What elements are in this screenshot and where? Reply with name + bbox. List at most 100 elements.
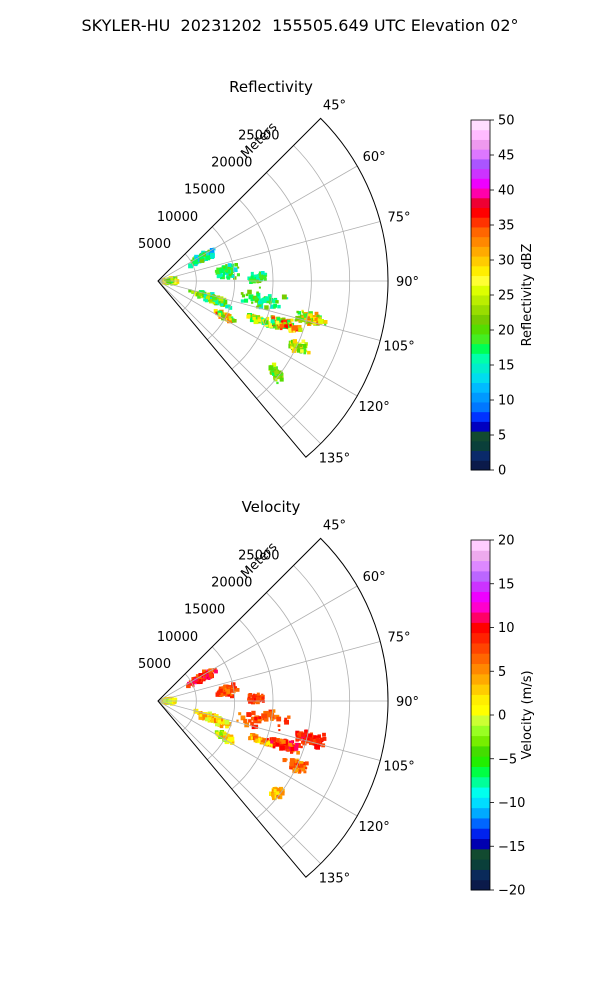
- echo-cell: [201, 291, 205, 294]
- echo-cell: [261, 738, 267, 743]
- colorbar-swatch: [471, 139, 490, 150]
- echo-cell: [270, 304, 275, 309]
- colorbar-label: Reflectivity dBZ: [520, 244, 535, 347]
- echo-cell: [281, 294, 287, 300]
- colorbar-swatch: [471, 632, 490, 644]
- echo-cell: [208, 252, 211, 256]
- echo-cell: [228, 306, 233, 310]
- echo-cell: [206, 252, 209, 256]
- echo-cell: [298, 761, 304, 766]
- echo-cell: [259, 276, 263, 280]
- echo-cell: [290, 767, 293, 770]
- azimuth-gridline: [157, 700, 358, 817]
- echo-cell: [236, 273, 240, 277]
- echo-cell: [277, 375, 281, 380]
- colorbar-swatch: [471, 817, 490, 829]
- echo-cell: [245, 293, 249, 297]
- echo-cell: [276, 716, 282, 722]
- echo-cell: [253, 319, 259, 325]
- echo-cell: [221, 686, 225, 690]
- colorbar-swatch: [471, 401, 490, 413]
- colorbar-swatch: [471, 622, 490, 634]
- echo-cell: [240, 715, 246, 721]
- colorbar-swatch: [471, 372, 490, 383]
- colorbar-swatch: [471, 226, 490, 238]
- echo-cell: [233, 319, 237, 323]
- echo-cell: [216, 274, 221, 279]
- colorbar-swatch: [471, 725, 490, 737]
- echo-cell: [255, 719, 258, 722]
- echo-cell: [253, 736, 258, 741]
- echo-cell: [258, 716, 262, 720]
- echo-cell: [169, 278, 173, 282]
- echo-cell: [250, 298, 254, 302]
- echo-cell: [301, 311, 304, 314]
- echo-cell: [269, 711, 272, 714]
- echo-cell: [284, 719, 289, 725]
- echo-cell: [304, 342, 308, 346]
- colorbar-swatch: [471, 684, 490, 695]
- chart-panel-0: Reflectivity45°60°75°90°105°120°135°5000…: [138, 78, 535, 479]
- range-ring-gridline: [182, 673, 197, 731]
- echo-cell: [192, 680, 196, 684]
- echo-cell: [316, 740, 320, 744]
- echo-cell: [272, 789, 275, 792]
- echo-cell: [228, 267, 233, 273]
- colorbar-swatch: [471, 766, 490, 778]
- echo-cell: [280, 745, 285, 751]
- echo-cell: [308, 733, 313, 738]
- echo-cell: [289, 761, 294, 767]
- echo-cell: [299, 344, 302, 348]
- figure-title: SKYLER-HU 20231202 155505.649 UTC Elevat…: [81, 16, 519, 35]
- echo-cell: [315, 737, 320, 742]
- echo-cell: [263, 275, 267, 280]
- echo-cell: [199, 258, 205, 263]
- echo-cell: [295, 742, 299, 747]
- echo-cell: [270, 319, 275, 324]
- colorbar-swatch: [471, 207, 490, 218]
- echo-cell: [283, 740, 288, 745]
- echo-cell: [222, 277, 225, 279]
- echo-cell: [194, 677, 198, 682]
- echo-cell: [248, 719, 252, 723]
- echo-cell: [276, 381, 279, 385]
- echo-cell: [304, 761, 309, 766]
- echo-cell: [191, 290, 195, 294]
- range-ring-gridline: [207, 226, 235, 341]
- echo-cell: [254, 724, 259, 729]
- echo-cell: [267, 294, 272, 298]
- colorbar-swatch: [471, 324, 490, 335]
- colorbar-swatch: [471, 197, 490, 208]
- echo-cell: [197, 295, 201, 299]
- echo-cell: [290, 750, 293, 754]
- echo-cell: [300, 349, 304, 353]
- echo-cell: [300, 316, 304, 321]
- echo-cell: [284, 324, 288, 328]
- colorbar-swatch: [471, 353, 490, 364]
- colorbar-swatch: [471, 612, 490, 623]
- echo-cell: [207, 677, 211, 680]
- echo-cell: [255, 699, 260, 705]
- range-ring-gridline: [207, 646, 235, 761]
- colorbar-swatch: [471, 188, 490, 199]
- echo-cell: [265, 316, 270, 321]
- angle-tick-label: 60°: [363, 570, 386, 585]
- echo-cell: [268, 297, 274, 303]
- angle-tick-label: 75°: [388, 630, 411, 645]
- echo-cell: [292, 339, 297, 344]
- echo-cell: [224, 268, 228, 273]
- echo-cell: [220, 300, 224, 304]
- echo-cell: [288, 742, 293, 747]
- echo-cell: [275, 791, 280, 795]
- echo-cell: [229, 736, 235, 742]
- echo-cell: [280, 320, 283, 323]
- echo-cell: [198, 714, 204, 720]
- echo-cell: [205, 296, 210, 301]
- echo-cell: [250, 716, 255, 721]
- colorbar-tick-label: 35: [498, 219, 515, 234]
- echo-cell: [257, 302, 262, 307]
- echo-cell: [263, 741, 268, 747]
- echo-cell: [165, 699, 169, 702]
- echo-cell: [257, 319, 261, 322]
- colorbar-swatch: [471, 275, 490, 286]
